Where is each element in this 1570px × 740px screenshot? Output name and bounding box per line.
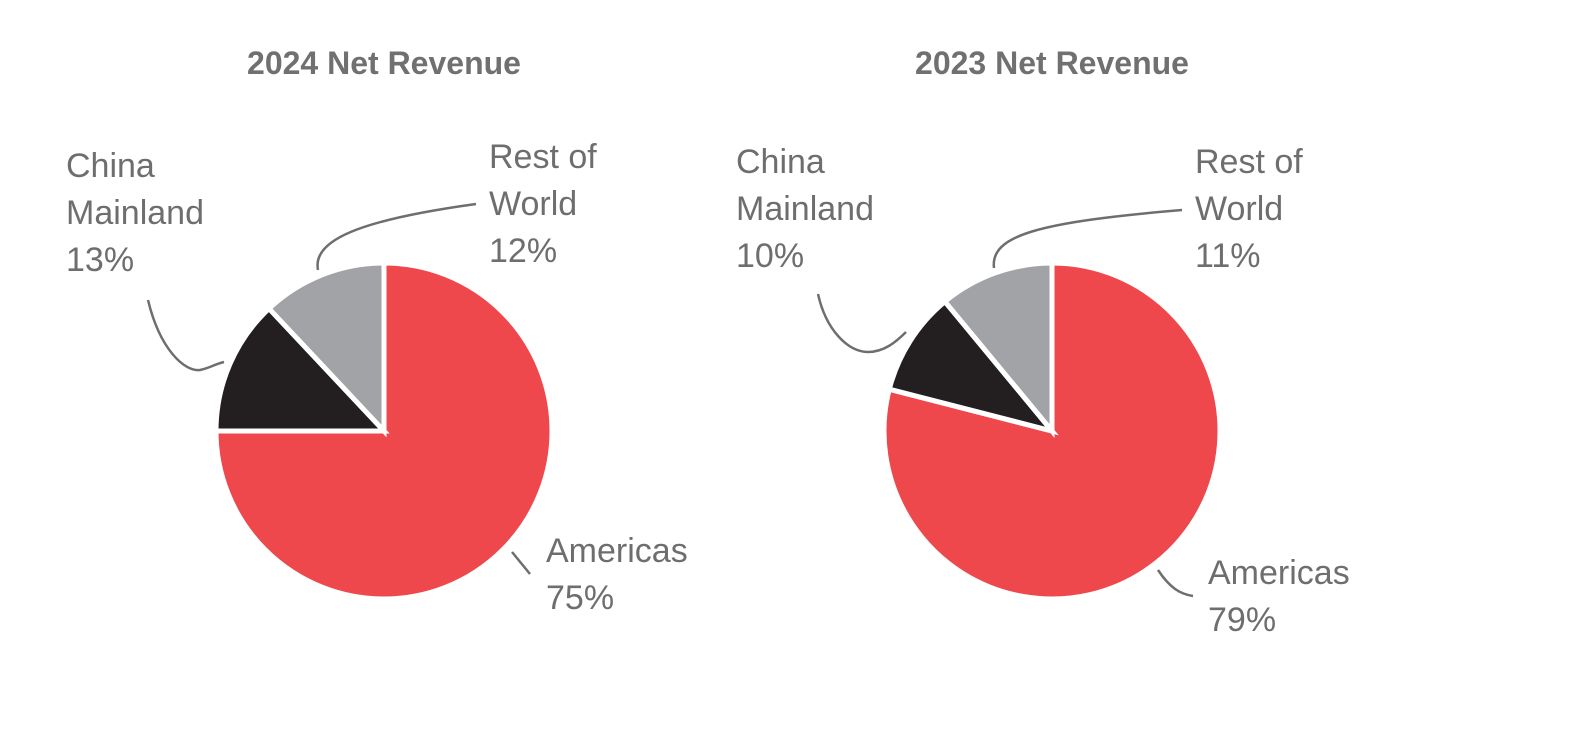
chart-2023-title: 2023 Net Revenue [915,45,1189,81]
chart-2024-label-row-line2: World [489,185,577,223]
chart-2023-leader-row [992,208,1183,269]
chart-2023-slice-row [941,260,1055,438]
chart-2023-label-china-line2: Mainland [736,190,874,228]
chart-2024-title: 2024 Net Revenue [247,45,521,81]
chart-2023-leader-americas [1156,569,1194,598]
chart-2024-label-row-line1: Rest of [489,138,597,176]
chart-2024-leader-china [146,299,225,372]
chart-2024-value-row: 12% [489,232,557,270]
chart-2023-pie [881,260,1223,602]
chart-2024-label-americas: Americas [546,532,688,570]
chart-2023-slice-china [886,298,1059,436]
chart-2024-leader-row [316,202,477,271]
chart-2024-pie [213,260,555,602]
chart-2024-leader-americas [511,551,531,575]
chart-2024-value-china: 13% [66,241,134,279]
chart-2023-label-row-line1: Rest of [1195,143,1303,181]
chart-2024-label-china-line2: Mainland [66,194,204,232]
chart-2023-value-row: 11% [1195,237,1261,275]
chart-2024-slice-row [265,260,387,438]
chart-2023: 2023 Net Revenue China Mainland 10% Rest… [736,45,1350,639]
chart-2024: 2024 Net Revenue China Mainland 13% Rest… [66,45,688,617]
chart-2023-value-americas: 79% [1208,601,1276,639]
chart-2023-label-china-line1: China [736,143,825,181]
chart-2024-slice-china [213,304,390,434]
chart-2023-value-china: 10% [736,237,804,275]
chart-2024-value-americas: 75% [546,579,614,617]
chart-2023-label-row-line2: World [1195,190,1283,228]
chart-2024-label-china-line1: China [66,147,155,185]
chart-2023-leader-china [816,293,907,354]
chart-2023-slice-americas [881,260,1223,602]
chart-2023-label-americas: Americas [1208,554,1350,592]
chart-2024-slice-americas [213,260,555,602]
